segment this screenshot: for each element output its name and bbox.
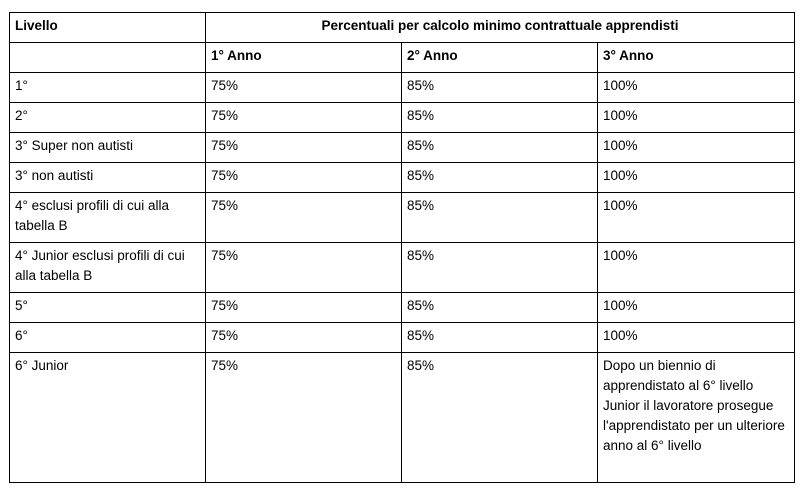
table-row: 1° 75% 85% 100% (9, 72, 796, 103)
year-1-cell: 75% (205, 72, 402, 103)
level-cell: 6° (9, 322, 206, 353)
year-3-cell: 100% (596, 162, 796, 193)
year-3-cell: 100% (596, 322, 796, 353)
document-page: Livello Percentuali per calcolo minimo c… (9, 12, 796, 483)
year-1-cell: 75% (205, 162, 402, 193)
year-1-cell: 75% (205, 192, 402, 243)
year-3-cell: 100% (596, 132, 796, 163)
level-cell: 3° Super non autisti (9, 132, 206, 163)
apprentice-percentages-table: Livello Percentuali per calcolo minimo c… (9, 12, 796, 483)
table-row: 4° Junior esclusi profili di cui alla ta… (9, 242, 796, 293)
year-2-cell: 85% (401, 102, 598, 133)
empty-header-cell (9, 42, 206, 73)
year-3-cell: Dopo un biennio di apprendistato al 6° l… (596, 352, 796, 483)
level-cell: 3° non autisti (9, 162, 206, 193)
year-1-cell: 75% (205, 102, 402, 133)
year-3-header: 3° Anno (596, 42, 796, 73)
table-row: 2° 75% 85% 100% (9, 102, 796, 133)
table-row: 6° 75% 85% 100% (9, 322, 796, 353)
year-2-cell: 85% (401, 242, 598, 293)
level-cell: 1° (9, 72, 206, 103)
level-cell: 4° esclusi profili di cui alla tabella B (9, 192, 206, 243)
year-header-row: 1° Anno 2° Anno 3° Anno (9, 42, 796, 73)
year-1-cell: 75% (205, 132, 402, 163)
level-column-header: Livello (9, 12, 206, 43)
year-2-cell: 85% (401, 352, 598, 483)
level-cell: 2° (9, 102, 206, 133)
year-3-cell: 100% (596, 242, 796, 293)
year-1-cell: 75% (205, 292, 402, 323)
year-3-cell: 100% (596, 192, 796, 243)
header-row: Livello Percentuali per calcolo minimo c… (9, 12, 796, 43)
table-row: 5° 75% 85% 100% (9, 292, 796, 323)
year-2-cell: 85% (401, 162, 598, 193)
year-1-cell: 75% (205, 242, 402, 293)
percentages-group-header: Percentuali per calcolo minimo contrattu… (204, 12, 796, 43)
year-2-header: 2° Anno (401, 42, 598, 73)
year-3-cell: 100% (596, 102, 796, 133)
level-cell: 4° Junior esclusi profili di cui alla ta… (9, 242, 206, 293)
year-2-cell: 85% (401, 72, 598, 103)
year-3-cell: 100% (596, 292, 796, 323)
year-1-header: 1° Anno (205, 42, 402, 73)
year-2-cell: 85% (401, 192, 598, 243)
year-2-cell: 85% (401, 132, 598, 163)
year-3-cell: 100% (596, 72, 796, 103)
year-2-cell: 85% (401, 292, 598, 323)
year-1-cell: 75% (205, 322, 402, 353)
level-cell: 6° Junior (9, 352, 206, 483)
year-2-cell: 85% (401, 322, 598, 353)
level-cell: 5° (9, 292, 206, 323)
table-row: 6° Junior 75% 85% Dopo un biennio di app… (9, 352, 796, 483)
table-row: 4° esclusi profili di cui alla tabella B… (9, 192, 796, 243)
table-row: 3° Super non autisti 75% 85% 100% (9, 132, 796, 163)
table-row: 3° non autisti 75% 85% 100% (9, 162, 796, 193)
year-1-cell: 75% (205, 352, 402, 483)
